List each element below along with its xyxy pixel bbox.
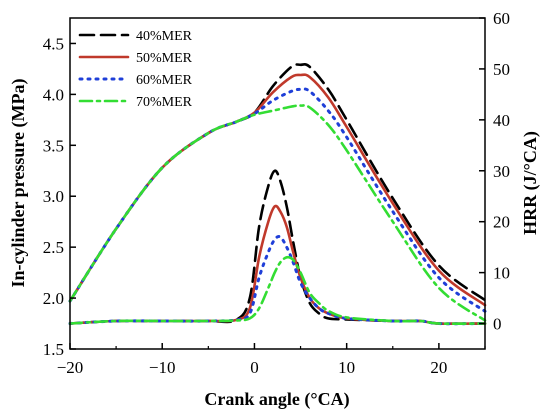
legend-label-40mer: 40%MER	[136, 29, 193, 44]
series-pressure-60mer	[68, 87, 487, 313]
y-axis-left-title: In-cylinder pressure (MPa)	[8, 79, 29, 288]
y-left-tick-label: 3.0	[43, 187, 64, 206]
y-right-tick-label: 60	[493, 9, 510, 28]
plot-frame	[69, 17, 486, 350]
legend-label-50mer: 50%MER	[136, 51, 193, 66]
y-left-tick-label: 4.5	[43, 34, 64, 53]
legend: 40%MER 50%MER 60%MER 70%MER	[78, 29, 193, 110]
series-pressure-40mer	[68, 63, 487, 303]
y-right-tick-label: 0	[493, 315, 502, 334]
x-tick-label: 10	[338, 358, 355, 377]
y-left-tick-label: 2.5	[43, 238, 64, 257]
y-left-tick-label: 3.5	[43, 136, 64, 155]
y-right-tick-label: 50	[493, 60, 510, 79]
series-layer	[68, 63, 487, 326]
series-hrr-50mer	[68, 204, 487, 326]
y-left-tick-label: 2.0	[43, 289, 64, 308]
axes-layer	[69, 17, 486, 350]
y-axis-right-title: HRR (J/°CA)	[520, 131, 541, 235]
series-hrr-70mer	[68, 255, 487, 326]
y-right-tick-label: 10	[493, 264, 510, 283]
x-tick-label: −20	[57, 358, 84, 377]
x-axis-title: Crank angle (°CA)	[204, 389, 349, 410]
series-hrr-60mer	[68, 234, 487, 326]
y-left-tick-label: 4.0	[43, 85, 64, 104]
legend-label-60mer: 60%MER	[136, 73, 193, 88]
y-right-tick-label: 40	[493, 111, 510, 130]
series-hrr-40mer	[68, 169, 487, 326]
series-pressure-70mer	[68, 104, 487, 322]
y-right-tick-label: 20	[493, 213, 510, 232]
y-right-tick-label: 30	[493, 162, 510, 181]
x-tick-label: 0	[250, 358, 259, 377]
y-left-tick-label: 1.5	[43, 340, 64, 359]
ticks-layer: −20 −10 0 10 20 1.5 2.0 2.5 3.0 3.5 4.0 4.5 0 10 20 30 4…	[43, 9, 510, 377]
x-tick-label: −10	[149, 358, 176, 377]
x-tick-label: 20	[430, 358, 447, 377]
legend-label-70mer: 70%MER	[136, 95, 193, 110]
